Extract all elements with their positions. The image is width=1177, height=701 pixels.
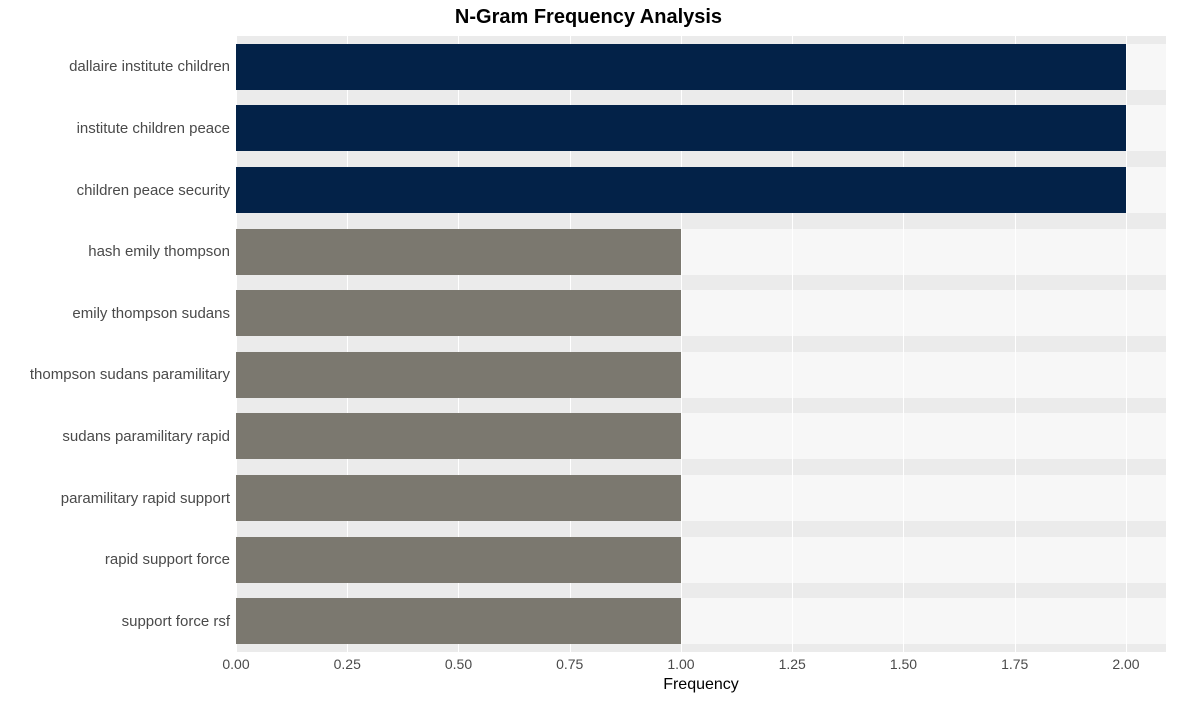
x-tick-label: 1.75 — [1001, 656, 1028, 672]
ngram-frequency-chart: N-Gram Frequency Analysis dallaire insti… — [0, 0, 1177, 701]
x-tick-label: 0.25 — [334, 656, 361, 672]
x-tick-label: 1.00 — [667, 656, 694, 672]
x-tick-label: 0.00 — [222, 656, 249, 672]
x-tick-label: 1.25 — [779, 656, 806, 672]
x-tick-label: 2.00 — [1112, 656, 1139, 672]
x-tick-label: 0.75 — [556, 656, 583, 672]
x-axis-title: Frequency — [663, 676, 739, 694]
x-tick-label: 1.50 — [890, 656, 917, 672]
x-axis-labels: 0.00 0.25 0.50 0.75 1.00 1.25 1.50 1.75 2.00 — [0, 0, 1177, 701]
x-tick-label: 0.50 — [445, 656, 472, 672]
